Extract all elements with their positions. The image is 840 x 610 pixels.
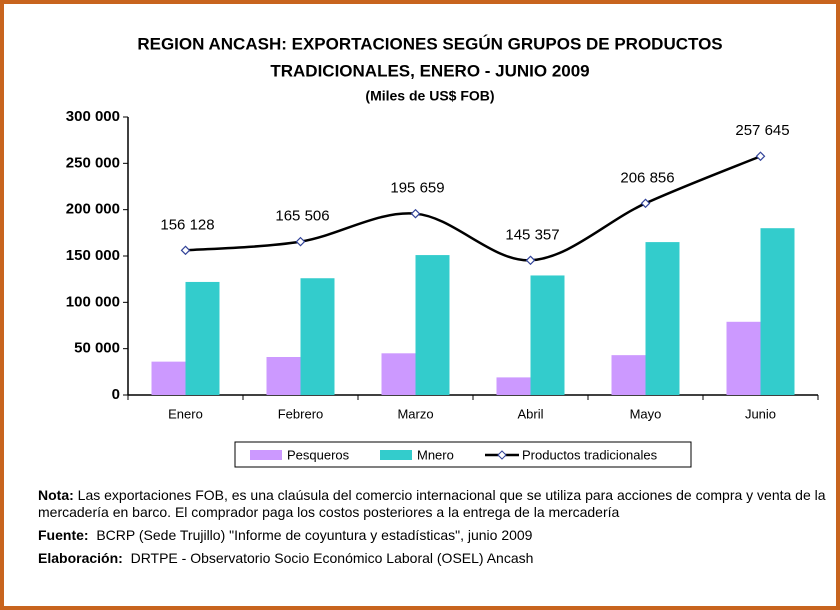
data-label: 195 659 bbox=[390, 180, 444, 197]
point-marker bbox=[410, 208, 421, 219]
x-tick-label: Marzo bbox=[397, 406, 433, 421]
line bbox=[185, 155, 761, 262]
point-marker bbox=[640, 198, 651, 209]
data-label: 165 506 bbox=[275, 208, 329, 225]
point-marker bbox=[180, 245, 191, 256]
note-label: Nota: bbox=[38, 487, 74, 503]
y-tick-label: 50 000 bbox=[74, 340, 120, 357]
y-tick-label: 100 000 bbox=[66, 293, 120, 310]
x-tick-label: Febrero bbox=[278, 406, 324, 421]
author: Elaboración: DRTPE - Observatorio Socio … bbox=[38, 550, 828, 567]
legend-swatch bbox=[380, 450, 412, 460]
y-tick-label: 150 000 bbox=[66, 247, 120, 264]
data-label: 206 856 bbox=[620, 169, 674, 186]
bar bbox=[185, 281, 220, 395]
legend-label: Productos tradicionales bbox=[522, 447, 658, 462]
note-text: Las exportaciones FOB, es una claúsula d… bbox=[38, 487, 826, 520]
point-marker bbox=[525, 255, 536, 266]
source-text: BCRP (Sede Trujillo) "Informe de coyuntu… bbox=[96, 527, 533, 543]
note: Nota: Las exportaciones FOB, es una claú… bbox=[38, 487, 828, 521]
point-marker bbox=[295, 236, 306, 247]
y-tick-label: 0 bbox=[112, 386, 120, 403]
bar bbox=[645, 242, 680, 395]
legend-marker bbox=[497, 450, 507, 460]
bar bbox=[151, 361, 186, 395]
bar bbox=[496, 377, 531, 395]
y-tick-label: 300 000 bbox=[66, 108, 120, 125]
bar bbox=[266, 357, 301, 395]
bar bbox=[300, 278, 335, 395]
x-tick-label: Abril bbox=[517, 406, 543, 421]
x-tick-label: Mayo bbox=[630, 406, 662, 421]
data-label: 156 128 bbox=[160, 216, 214, 233]
data-label: 257 645 bbox=[735, 122, 789, 139]
bar bbox=[530, 275, 565, 395]
legend-box bbox=[234, 441, 692, 468]
author-text: DRTPE - Observatorio Socio Económico Lab… bbox=[130, 550, 534, 566]
chart-title: REGION ANCASH: EXPORTACIONES SEGÚN GRUPO… bbox=[137, 34, 722, 53]
chart-title-line2: TRADICIONALES, ENERO - JUNIO 2009 bbox=[270, 61, 589, 80]
x-tick-label: Enero bbox=[168, 406, 203, 421]
chart: REGION ANCASH: EXPORTACIONES SEGÚN GRUPO… bbox=[66, 34, 819, 468]
bar bbox=[760, 228, 795, 395]
y-tick-label: 200 000 bbox=[66, 201, 120, 218]
author-label: Elaboración: bbox=[38, 550, 123, 566]
data-label: 145 357 bbox=[505, 226, 559, 243]
x-tick-label: Junio bbox=[745, 406, 776, 421]
source-label: Fuente: bbox=[38, 527, 89, 543]
bar bbox=[726, 321, 761, 395]
bar bbox=[381, 353, 416, 395]
legend-label: Mnero bbox=[417, 447, 454, 462]
bar bbox=[611, 355, 646, 395]
point-marker bbox=[755, 151, 766, 162]
notes: Nota: Las exportaciones FOB, es una claú… bbox=[38, 487, 828, 573]
legend-swatch bbox=[250, 450, 282, 460]
y-tick-label: 250 000 bbox=[66, 154, 120, 171]
chart-subtitle: (Miles de US$ FOB) bbox=[365, 88, 494, 104]
bar bbox=[415, 255, 450, 395]
source: Fuente: BCRP (Sede Trujillo) "Informe de… bbox=[38, 527, 828, 544]
legend-label: Pesqueros bbox=[287, 447, 350, 462]
